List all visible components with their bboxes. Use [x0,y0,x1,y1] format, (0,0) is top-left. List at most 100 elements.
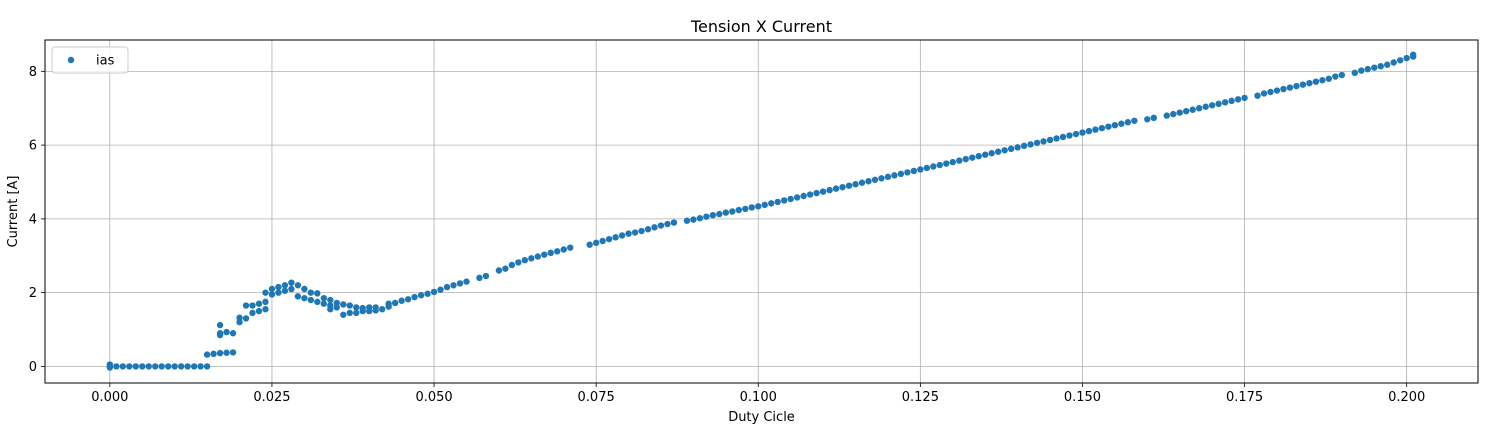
scatter-point [780,197,788,204]
scatter-point [534,253,541,260]
scatter-point [1189,106,1196,113]
scatter-point [1260,90,1268,97]
scatter-point [320,294,328,302]
scatter-point [1306,79,1313,87]
scatter-point [301,294,308,302]
scatter-point [547,249,554,257]
scatter-point [139,363,146,370]
scatter-point [1364,65,1371,73]
scatter-point [1325,75,1333,82]
legend-box [51,46,129,74]
scatter-point [424,290,431,297]
scatter-point [735,206,743,214]
scatter-point [567,244,574,251]
scatter-point [262,289,269,296]
scatter-point [917,166,924,173]
scatter-point [158,363,165,370]
scatter-point [969,154,976,161]
scatter-point [943,160,950,167]
y-tick-label: 4 [29,212,37,227]
scatter-point [184,363,191,370]
plot-area-frame [44,39,1479,384]
scatter-point [327,306,334,313]
scatter-point [106,364,114,371]
scatter-point [1163,112,1170,119]
scatter-point [1020,142,1028,150]
scatter-point [528,255,535,262]
scatter-point [1358,67,1365,74]
scatter-point [1144,116,1151,123]
scatter-point [936,161,944,169]
scatter-point [761,201,768,209]
scatter-point [664,220,671,228]
scatter-point [1254,92,1261,99]
scatter-point [560,246,567,253]
scatter-point [398,297,405,304]
scatter-point [787,195,794,203]
scatter-point [411,293,418,301]
scatter-point [340,311,347,318]
scatter-point [930,163,937,170]
scatter-point [1150,114,1157,122]
scatter-point [1384,61,1391,68]
scatter-point [1092,126,1099,133]
scatter-point [216,321,224,329]
scatter-point [716,210,723,218]
scatter-point [1202,103,1209,110]
scatter-point [1040,138,1047,145]
scatter-point [275,289,282,296]
scatter-point [956,157,963,164]
y-tick-label: 2 [29,286,37,301]
scatter-point [314,298,321,306]
scatter-point [307,289,315,296]
scatter-point [1079,129,1086,136]
scatter-point [923,164,931,172]
scatter-point [223,349,230,356]
scatter-point [1111,121,1119,129]
scatter-point [359,304,366,312]
scatter-point [190,363,198,370]
scatter-point [1007,145,1015,153]
x-tick-label: 0.150 [1064,390,1101,405]
scatter-point [346,302,353,309]
scatter-point [145,363,152,370]
scatter-point [385,300,392,307]
scatter-point [891,172,898,179]
scatter-point [307,296,315,304]
scatter-point [1221,99,1229,106]
x-tick-label: 0.175 [1226,390,1263,405]
scatter-point [729,208,736,215]
scatter-point [1319,77,1326,84]
scatter-point [845,182,853,189]
scatter-point [1046,136,1054,144]
scatter-point [197,363,204,370]
scatter-point [223,328,230,336]
scatter-point [1293,82,1300,90]
scatter-point [119,363,127,370]
scatter-point [203,351,211,358]
scatter-point [599,237,606,245]
legend: ias [51,46,129,74]
scatter-point [1371,64,1378,71]
scatter-point [372,304,379,311]
scatter-point [1390,59,1397,66]
axis-ticks: 0.000 0.025 0.050 0.075 0.100 0.125 0.150 0.175… [29,65,1426,405]
scatter-point [255,300,263,307]
scatter-point [171,363,178,370]
scatter-point [327,296,334,304]
chart-title: Tension X Current [690,17,832,36]
scatter-point [1053,135,1060,142]
scatter-point [1118,120,1125,127]
scatter-point [476,274,483,282]
scatter-point [404,296,412,303]
x-tick-label: 0.200 [1388,390,1425,405]
scatter-point [722,209,730,216]
x-tick-label: 0.100 [740,390,777,405]
scatter-point [592,239,600,247]
scatter-point [1176,109,1183,116]
scatter-point [281,287,289,294]
scatter-point [301,285,308,293]
scatter-point [683,217,691,224]
scatter-point [294,293,302,300]
scatter-point [249,302,256,309]
